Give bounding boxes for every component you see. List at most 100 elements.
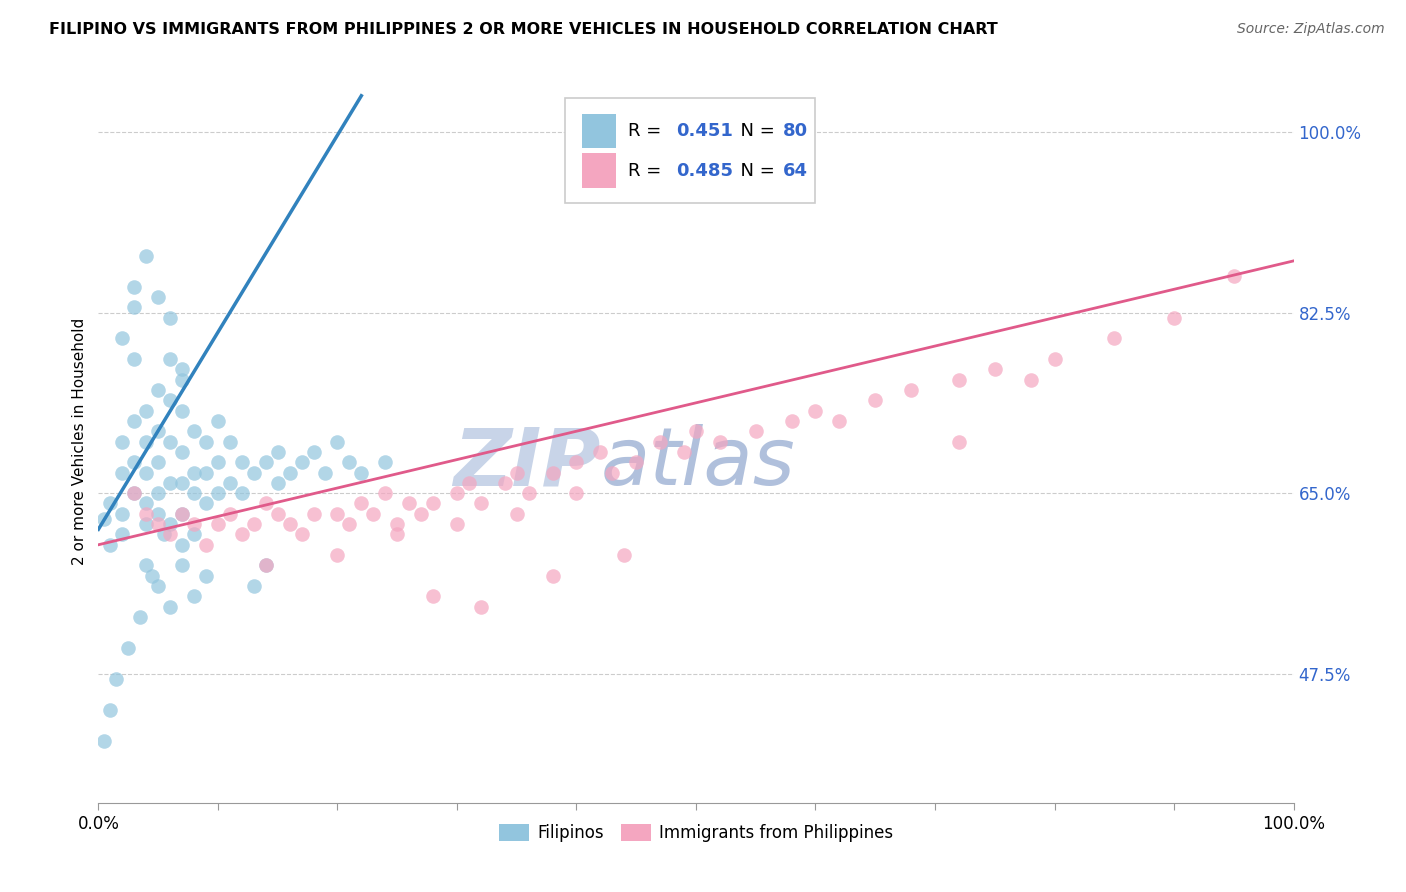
Point xyxy=(278,466,301,480)
Point xyxy=(135,434,157,449)
Point xyxy=(613,548,636,562)
Point xyxy=(506,507,529,521)
Point xyxy=(446,486,468,500)
Point xyxy=(141,568,163,582)
Point xyxy=(267,475,290,490)
Point xyxy=(148,383,170,397)
Point xyxy=(117,640,139,655)
Point xyxy=(195,568,218,582)
Point xyxy=(948,373,970,387)
Point xyxy=(1104,331,1126,345)
Point xyxy=(148,424,170,438)
Point xyxy=(231,455,253,469)
Point xyxy=(159,434,181,449)
Point xyxy=(172,475,194,490)
Point xyxy=(685,424,707,438)
Point xyxy=(135,249,157,263)
Point xyxy=(350,466,373,480)
Text: 64: 64 xyxy=(783,161,808,179)
Point xyxy=(254,558,277,573)
Text: Source: ZipAtlas.com: Source: ZipAtlas.com xyxy=(1237,22,1385,37)
Point xyxy=(278,517,301,532)
Point xyxy=(243,579,266,593)
Point xyxy=(111,466,134,480)
Point xyxy=(446,517,468,532)
Point xyxy=(494,475,516,490)
Point xyxy=(135,466,157,480)
Point xyxy=(350,496,373,510)
Text: N =: N = xyxy=(730,122,780,140)
Point xyxy=(254,558,277,573)
Point xyxy=(541,466,564,480)
Point xyxy=(302,445,325,459)
Point xyxy=(231,486,253,500)
Point xyxy=(172,507,194,521)
Text: N =: N = xyxy=(730,161,780,179)
Point xyxy=(148,486,170,500)
Point xyxy=(148,290,170,304)
Point xyxy=(172,507,194,521)
Point xyxy=(506,466,529,480)
Point xyxy=(159,351,181,366)
Point xyxy=(984,362,1007,376)
Point xyxy=(183,527,205,541)
Legend: Filipinos, Immigrants from Philippines: Filipinos, Immigrants from Philippines xyxy=(492,817,900,848)
Point xyxy=(135,507,157,521)
Point xyxy=(195,434,218,449)
Point xyxy=(172,362,194,376)
Point xyxy=(291,527,314,541)
Point xyxy=(124,486,146,500)
Point xyxy=(243,466,266,480)
Point xyxy=(422,496,444,510)
Point xyxy=(470,496,492,510)
Text: 0.451: 0.451 xyxy=(676,122,733,140)
Point xyxy=(865,393,887,408)
Point xyxy=(111,527,134,541)
Point xyxy=(207,486,229,500)
Point xyxy=(93,512,115,526)
Text: FILIPINO VS IMMIGRANTS FROM PHILIPPINES 2 OR MORE VEHICLES IN HOUSEHOLD CORRELAT: FILIPINO VS IMMIGRANTS FROM PHILIPPINES … xyxy=(49,22,998,37)
Point xyxy=(339,517,361,532)
Point xyxy=(124,486,146,500)
Point xyxy=(129,610,152,624)
Point xyxy=(183,466,205,480)
Point xyxy=(541,568,564,582)
Point xyxy=(153,527,176,541)
Point xyxy=(411,507,433,521)
Point xyxy=(195,466,218,480)
Point xyxy=(589,445,612,459)
Point xyxy=(315,466,337,480)
Point xyxy=(195,496,218,510)
Point xyxy=(183,590,205,604)
Point xyxy=(105,672,128,686)
Point xyxy=(159,517,181,532)
Point xyxy=(326,434,349,449)
Point xyxy=(135,558,157,573)
Point xyxy=(291,455,314,469)
Point xyxy=(231,527,253,541)
Point xyxy=(673,445,696,459)
Point xyxy=(565,486,588,500)
Point xyxy=(267,507,290,521)
Point xyxy=(148,517,170,532)
FancyBboxPatch shape xyxy=(565,98,815,203)
Point xyxy=(111,331,134,345)
Text: 0.485: 0.485 xyxy=(676,161,733,179)
Point xyxy=(135,517,157,532)
Point xyxy=(111,507,134,521)
Point xyxy=(98,703,122,717)
Point xyxy=(1163,310,1185,325)
Text: R =: R = xyxy=(628,122,666,140)
Point xyxy=(900,383,922,397)
Point xyxy=(124,414,146,428)
Point xyxy=(148,455,170,469)
Point xyxy=(1019,373,1042,387)
Point xyxy=(111,434,134,449)
Point xyxy=(648,434,672,449)
Point xyxy=(135,403,157,417)
Point xyxy=(828,414,851,428)
Point xyxy=(458,475,481,490)
Bar xyxy=(582,113,616,148)
Point xyxy=(183,517,205,532)
Point xyxy=(148,579,170,593)
